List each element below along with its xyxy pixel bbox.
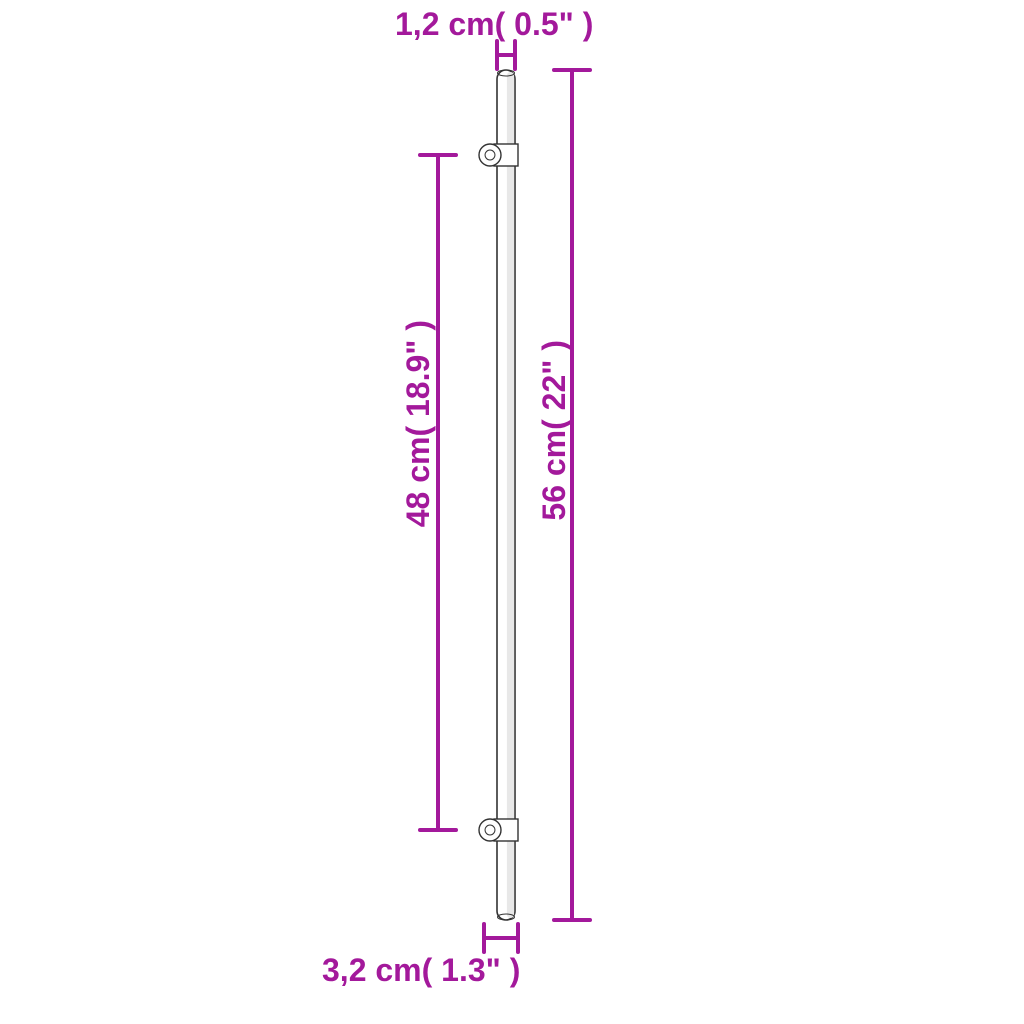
diagram-svg xyxy=(0,0,1024,1024)
dimension-bottom-depth-label: 3,2 cm( 1.3" ) xyxy=(322,952,520,989)
diagram-stage: 1,2 cm( 0.5" ) 3,2 cm( 1.3" ) 48 cm( 18.… xyxy=(0,0,1024,1024)
dimension-right-overall-height-label: 56 cm( 22" ) xyxy=(536,340,573,521)
dimension-left-center-distance-label: 48 cm( 18.9" ) xyxy=(400,320,437,527)
dimension-top-width-label: 1,2 cm( 0.5" ) xyxy=(395,6,593,43)
